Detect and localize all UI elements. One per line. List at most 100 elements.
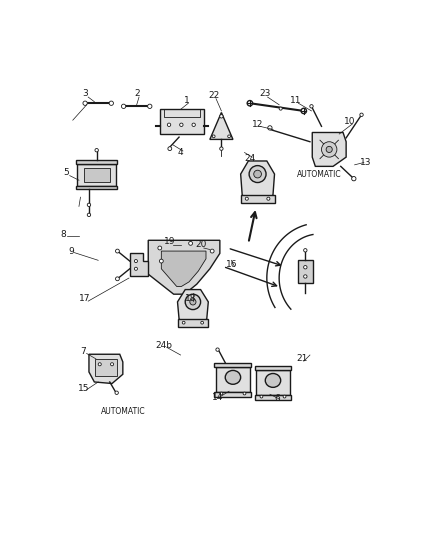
Circle shape	[134, 260, 138, 263]
Text: 24b: 24b	[155, 341, 172, 350]
Circle shape	[352, 176, 356, 181]
Circle shape	[220, 147, 223, 150]
Text: 20: 20	[195, 240, 206, 249]
Circle shape	[116, 249, 120, 253]
Ellipse shape	[185, 294, 201, 310]
Text: 8: 8	[61, 230, 67, 239]
Bar	[160, 109, 205, 134]
Circle shape	[220, 392, 223, 395]
Text: 7: 7	[81, 346, 86, 356]
Bar	[177, 319, 208, 327]
Bar	[254, 395, 291, 400]
Bar	[298, 260, 313, 284]
Bar	[215, 363, 251, 367]
Text: 23: 23	[260, 90, 271, 99]
Circle shape	[220, 115, 223, 118]
Circle shape	[189, 241, 193, 245]
Ellipse shape	[190, 299, 196, 305]
Text: 3: 3	[82, 90, 88, 99]
Circle shape	[245, 197, 248, 200]
Text: AUTOMATIC: AUTOMATIC	[101, 407, 146, 416]
Circle shape	[210, 249, 214, 253]
Polygon shape	[312, 133, 346, 166]
Circle shape	[283, 395, 286, 398]
Polygon shape	[177, 289, 208, 325]
Ellipse shape	[265, 374, 281, 387]
Circle shape	[304, 275, 307, 278]
Polygon shape	[130, 253, 148, 277]
Bar	[216, 367, 250, 392]
Text: 22: 22	[208, 91, 219, 100]
Text: 15: 15	[78, 384, 89, 393]
Circle shape	[159, 259, 163, 263]
Bar	[78, 164, 116, 185]
Polygon shape	[240, 161, 275, 201]
Circle shape	[326, 147, 332, 152]
Circle shape	[87, 213, 91, 216]
Circle shape	[167, 123, 171, 126]
Circle shape	[212, 135, 215, 138]
Text: 2: 2	[134, 90, 140, 99]
Text: 21: 21	[297, 354, 308, 364]
Circle shape	[95, 149, 99, 152]
Text: 19: 19	[164, 237, 176, 246]
Bar	[254, 366, 291, 370]
Text: 9: 9	[68, 247, 74, 255]
Text: AUTOMATIC: AUTOMATIC	[297, 169, 342, 179]
Ellipse shape	[225, 370, 240, 384]
Text: 6: 6	[275, 394, 280, 403]
Circle shape	[148, 104, 152, 109]
Circle shape	[304, 265, 307, 269]
Circle shape	[182, 321, 185, 324]
Circle shape	[243, 392, 246, 395]
Bar	[95, 359, 117, 376]
Polygon shape	[148, 240, 220, 294]
Circle shape	[352, 177, 356, 180]
Ellipse shape	[249, 166, 266, 182]
Bar	[215, 392, 251, 397]
Circle shape	[321, 142, 337, 157]
Circle shape	[121, 104, 126, 109]
Text: 18: 18	[185, 294, 196, 303]
Circle shape	[116, 277, 120, 281]
Circle shape	[87, 203, 91, 207]
Circle shape	[310, 104, 313, 108]
Circle shape	[192, 123, 195, 126]
Text: 4: 4	[178, 148, 184, 157]
Circle shape	[247, 101, 253, 106]
Circle shape	[268, 126, 272, 130]
Polygon shape	[161, 251, 206, 287]
Text: 17: 17	[79, 294, 91, 303]
Circle shape	[134, 267, 138, 270]
Circle shape	[168, 147, 172, 151]
Text: 5: 5	[64, 168, 70, 177]
Text: 1: 1	[184, 96, 190, 106]
Bar	[76, 185, 117, 189]
Text: 16: 16	[226, 261, 237, 269]
Circle shape	[360, 113, 363, 117]
Circle shape	[216, 348, 219, 351]
Text: 12: 12	[252, 119, 263, 128]
Circle shape	[301, 108, 307, 114]
Text: 24: 24	[244, 154, 255, 163]
Circle shape	[180, 123, 183, 126]
Text: 13: 13	[360, 158, 371, 167]
Circle shape	[115, 391, 118, 394]
Circle shape	[267, 197, 270, 200]
Bar	[76, 160, 117, 164]
Ellipse shape	[254, 170, 261, 178]
Text: 14: 14	[212, 393, 223, 402]
Circle shape	[109, 101, 113, 106]
Polygon shape	[210, 112, 233, 140]
Circle shape	[158, 246, 162, 250]
Circle shape	[279, 107, 282, 110]
Circle shape	[110, 363, 113, 366]
Text: 11: 11	[290, 96, 302, 106]
Bar	[240, 195, 275, 203]
Circle shape	[83, 101, 87, 106]
Bar	[256, 370, 290, 395]
Circle shape	[201, 321, 204, 324]
Polygon shape	[89, 354, 123, 384]
Circle shape	[98, 363, 101, 366]
Bar	[84, 168, 110, 182]
